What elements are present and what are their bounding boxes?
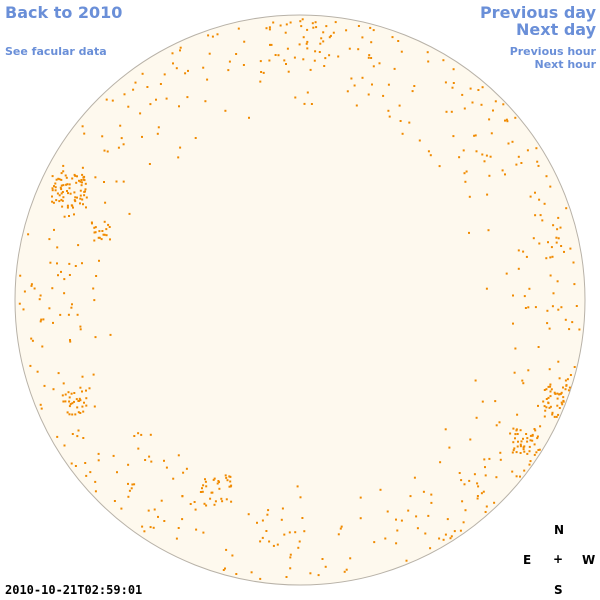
next-day-link[interactable]: Next day xyxy=(516,20,596,39)
observation-timestamp: 2010-10-21T02:59:01 xyxy=(5,583,143,597)
facular-features xyxy=(18,18,581,580)
compass-west-label: W xyxy=(582,553,596,567)
compass-east-label: E xyxy=(523,553,532,567)
compass-north-label: N xyxy=(554,523,565,537)
see-facular-data-link[interactable]: See facular data xyxy=(5,45,107,58)
solar-disk xyxy=(14,14,586,586)
previous-hour-link[interactable]: Previous hour xyxy=(509,45,596,58)
compass-south-label: S xyxy=(554,583,563,597)
previous-day-link[interactable]: Previous day xyxy=(479,3,596,22)
next-hour-link[interactable]: Next hour xyxy=(534,58,597,71)
compass-center-icon: + xyxy=(553,552,564,566)
back-to-year-link[interactable]: Back to 2010 xyxy=(5,3,123,22)
